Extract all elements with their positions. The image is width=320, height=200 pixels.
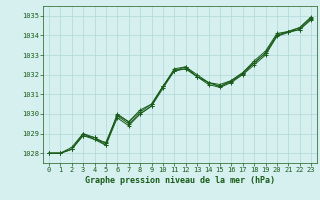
X-axis label: Graphe pression niveau de la mer (hPa): Graphe pression niveau de la mer (hPa) xyxy=(85,176,275,185)
